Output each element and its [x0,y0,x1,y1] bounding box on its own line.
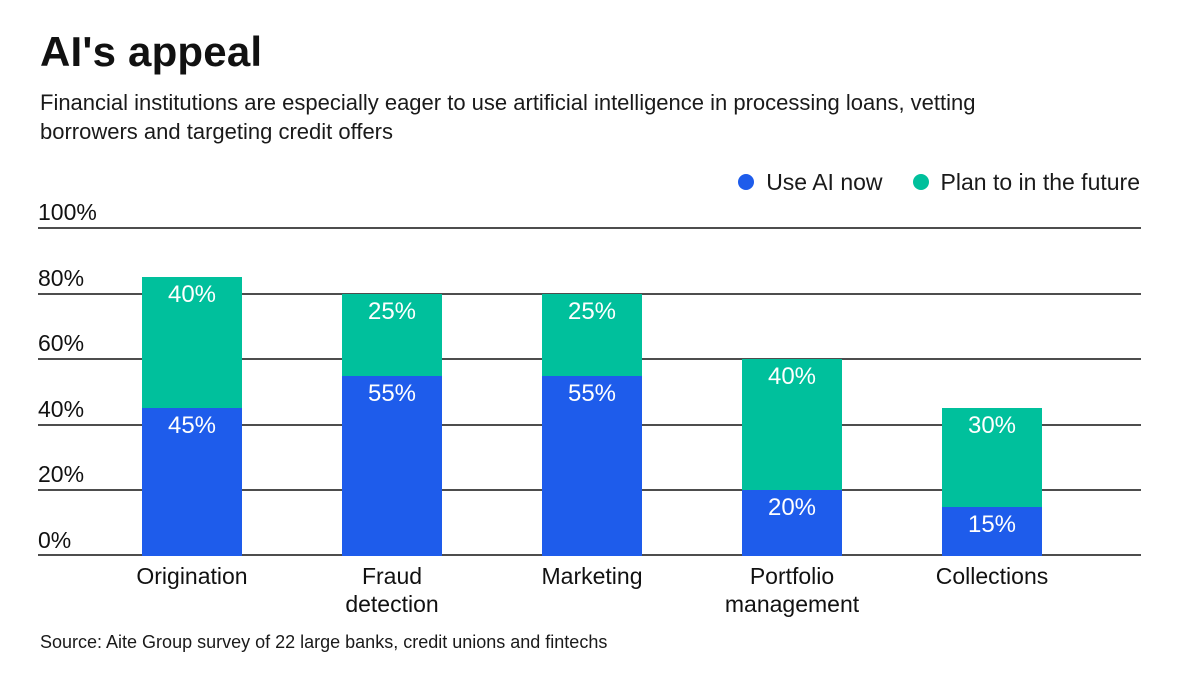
chart-subtitle-line1: Financial institutions are especially ea… [40,90,976,115]
legend-dot-icon [738,174,755,190]
legend-label: Plan to in the future [940,168,1140,195]
legend-label: Use AI now [766,168,883,195]
y-axis-tick-label-20: 20% [38,461,85,488]
y-axis-tick-label-0: 0% [38,527,72,553]
bar-value-label: 55% [567,379,617,407]
chart-subtitle: Financial institutions are especially ea… [40,88,1160,146]
y-axis-tick-label-40: 40% [38,395,85,422]
legend-item-use-ai-now: Use AI now [738,168,883,196]
y-axis-tick-label-60: 60% [38,330,85,357]
bar-segment-use-ai-now: 55% [342,375,442,556]
bar-portfolio-management: 20% 40% [742,359,842,556]
legend-dot-icon [912,174,929,190]
chart-subtitle-line2: borrowers and targeting credit offers [40,119,393,144]
bar-segment-plan-to-in-the-future: 40% [742,359,842,491]
legend: Use AI now Plan to in the future [738,167,1140,197]
x-axis-category-label-collections: Collections [935,563,1049,589]
bar-value-label: 40% [167,281,217,309]
bar-segment-plan-to-in-the-future: 25% [542,293,642,376]
bar-value-label: 25% [567,297,617,325]
bar-value-label: 45% [167,412,217,440]
bar-value-label: 30% [967,412,1017,440]
source-note: Source: Aite Group survey of 22 large ba… [40,632,608,652]
bar-segment-use-ai-now: 20% [742,490,842,556]
bar-value-label: 25% [367,297,417,325]
stacked-bar-chart-plot-area: 0% 20% 40% 60% 80% 100% 45% 40% 55% 25% 55% 25% 20% 4… [38,200,1141,556]
x-axis-category-label-portfolio-management: Portfolio management [724,563,860,617]
bar-value-label: 20% [767,494,817,522]
legend-item-plan-to-in-the-future: Plan to in the future [912,168,1140,196]
bar-segment-plan-to-in-the-future: 30% [942,408,1042,507]
gridline-100 [38,227,1141,229]
y-axis-tick-label-80: 80% [38,264,85,291]
bar-segment-use-ai-now: 15% [942,506,1042,556]
bar-segment-plan-to-in-the-future: 25% [342,293,442,376]
bar-segment-use-ai-now: 45% [142,408,242,556]
bar-value-label: 40% [767,363,817,391]
bar-segment-use-ai-now: 55% [542,375,642,556]
bar-value-label: 15% [967,510,1017,538]
x-axis-category-label-fraud-detection: Fraud detection [345,563,439,617]
bar-marketing: 55% 25% [542,293,642,556]
bar-fraud-detection: 55% 25% [342,293,442,556]
bar-collections: 15% 30% [942,408,1042,556]
bar-origination: 45% 40% [142,277,242,556]
x-axis-category-label-marketing: Marketing [541,563,643,589]
x-axis-category-labels: Origination Fraud detection Marketing Portf… [38,562,1141,626]
bar-value-label: 55% [367,379,417,407]
y-axis-tick-label-100: 100% [38,199,97,225]
bar-segment-plan-to-in-the-future: 40% [142,277,242,409]
x-axis-category-label-origination: Origination [136,563,248,589]
chart-title: AI's appeal [40,28,263,75]
